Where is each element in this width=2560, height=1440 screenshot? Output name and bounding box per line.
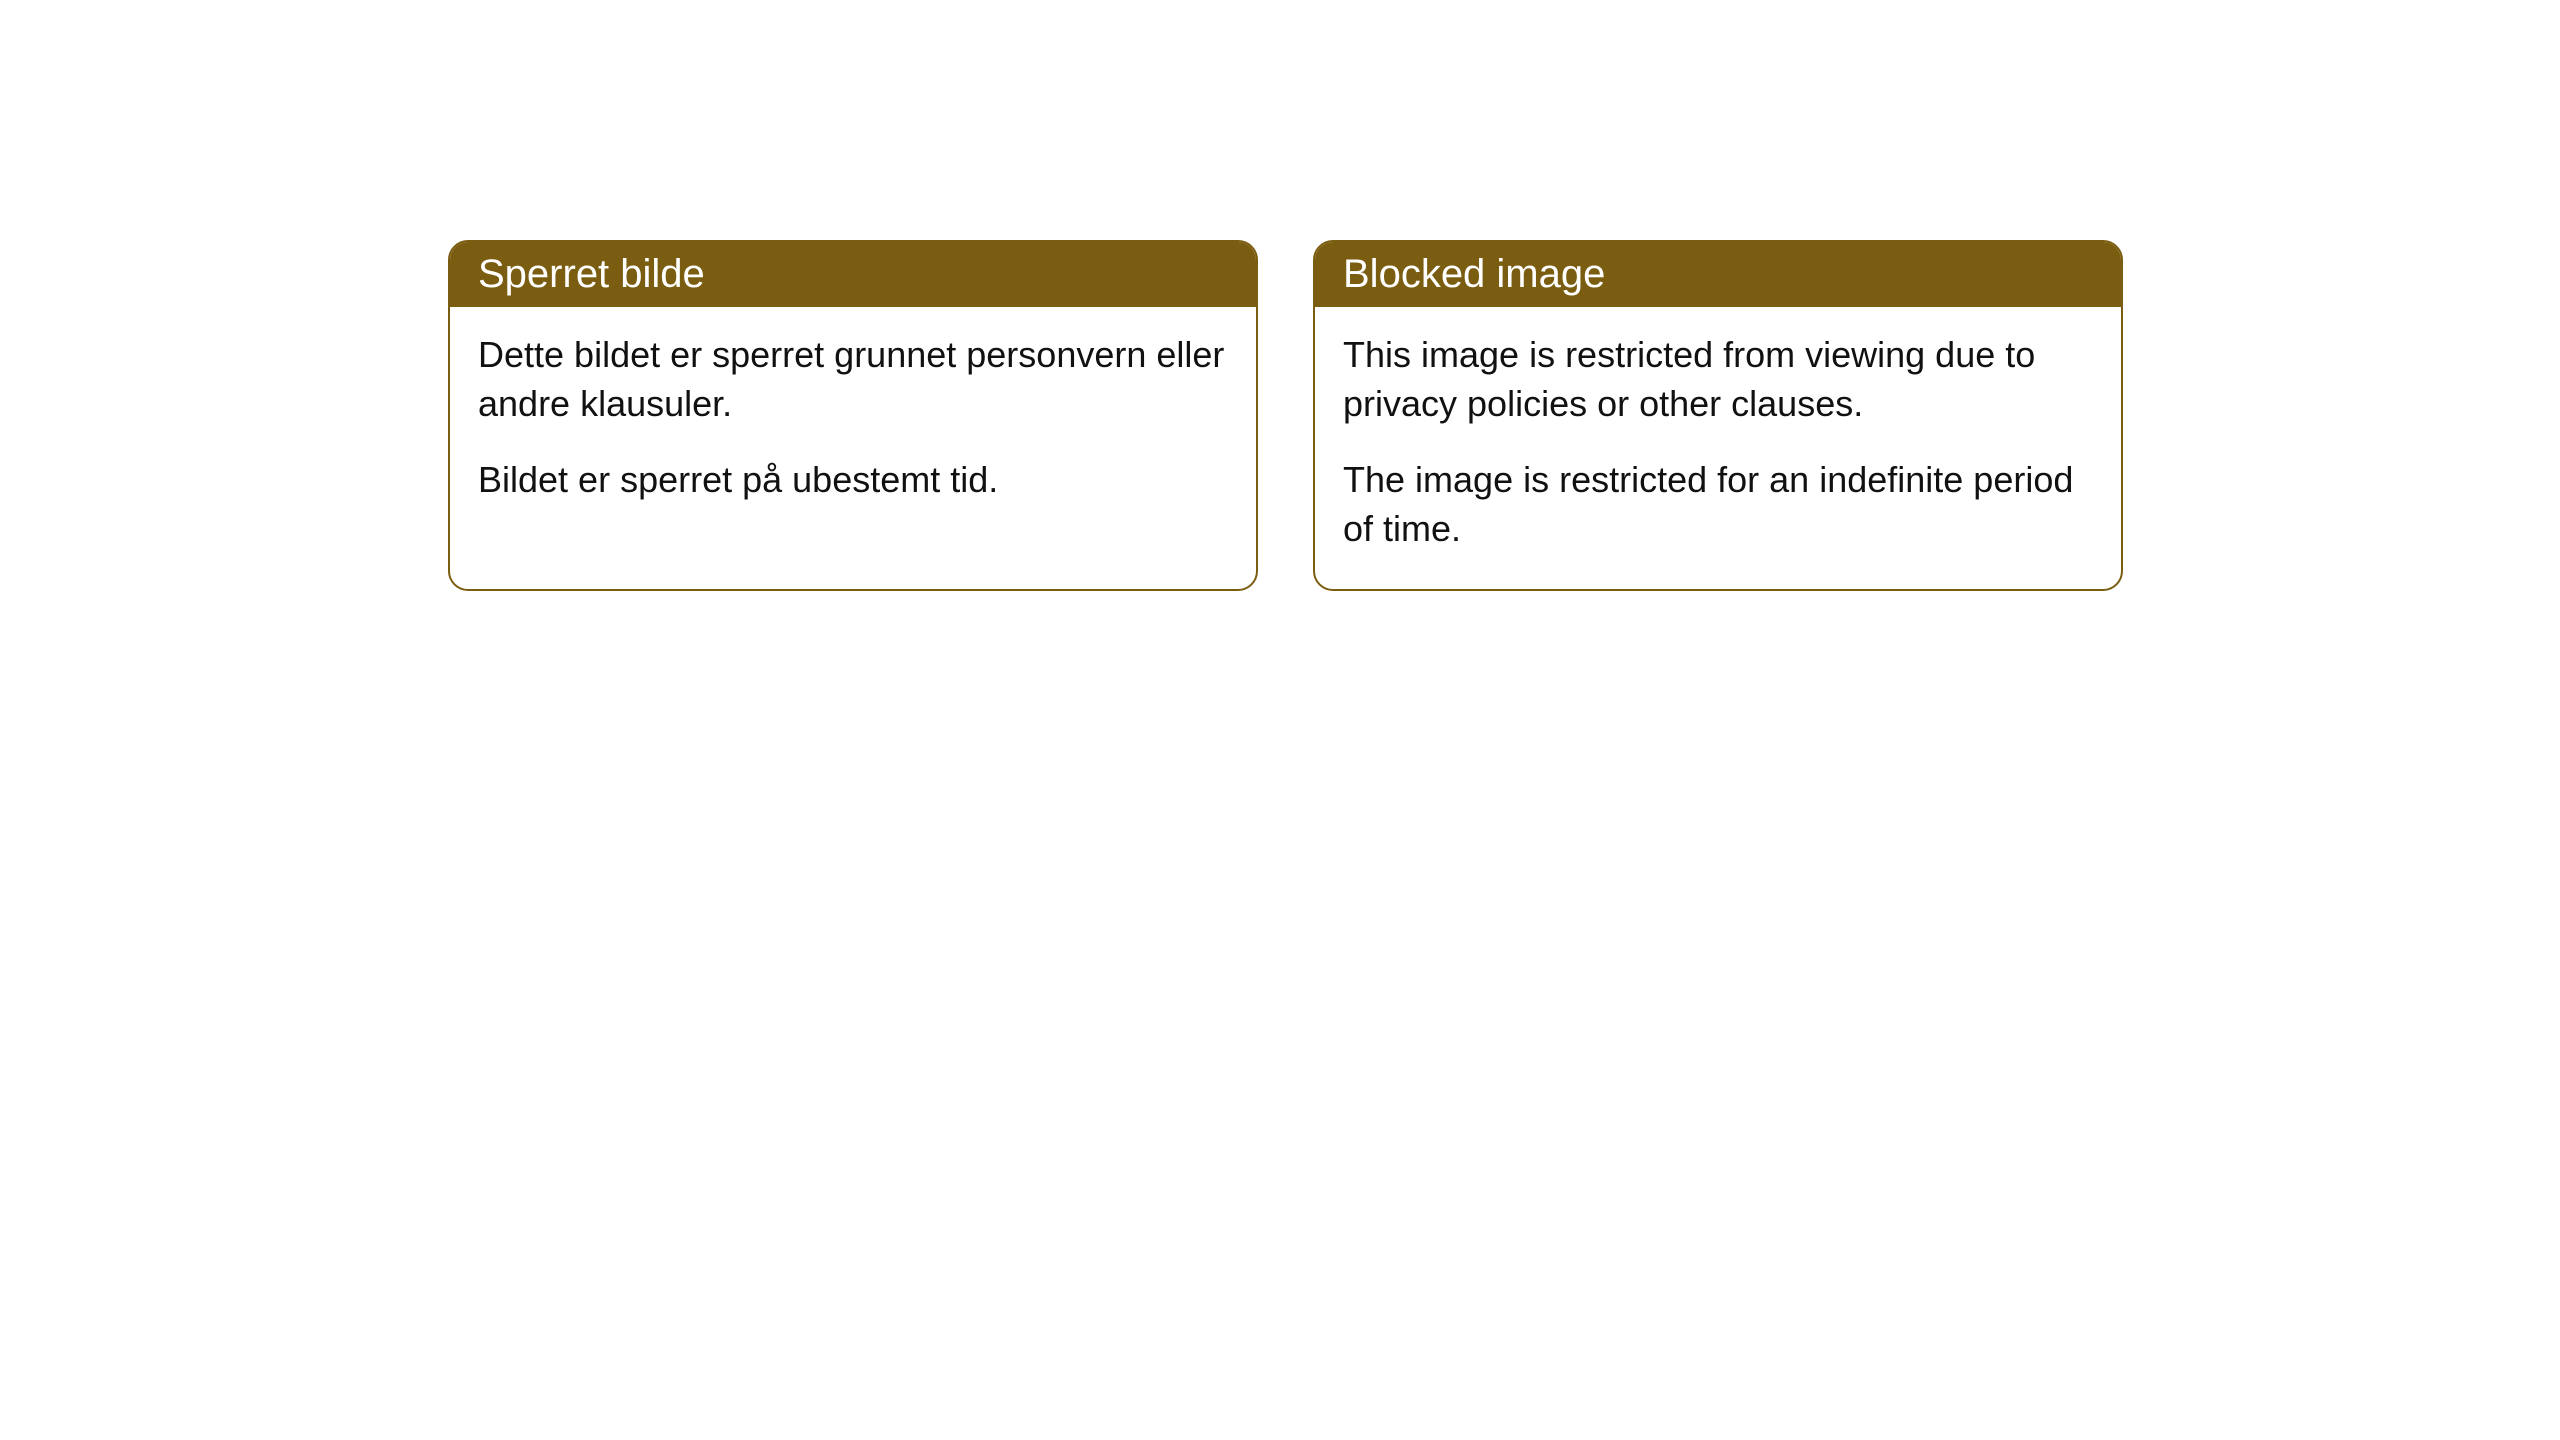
card-header: Sperret bilde (450, 242, 1256, 307)
card-paragraph-1: Dette bildet er sperret grunnet personve… (478, 331, 1228, 428)
card-title: Blocked image (1343, 252, 1605, 296)
card-body: Dette bildet er sperret grunnet personve… (450, 307, 1256, 541)
blocked-image-card-norwegian: Sperret bilde Dette bildet er sperret gr… (448, 240, 1258, 591)
notice-cards-container: Sperret bilde Dette bildet er sperret gr… (448, 240, 2123, 591)
card-paragraph-2: The image is restricted for an indefinit… (1343, 456, 2093, 553)
blocked-image-card-english: Blocked image This image is restricted f… (1313, 240, 2123, 591)
card-paragraph-2: Bildet er sperret på ubestemt tid. (478, 456, 1228, 505)
card-title: Sperret bilde (478, 252, 705, 296)
card-header: Blocked image (1315, 242, 2121, 307)
card-paragraph-1: This image is restricted from viewing du… (1343, 331, 2093, 428)
card-body: This image is restricted from viewing du… (1315, 307, 2121, 589)
